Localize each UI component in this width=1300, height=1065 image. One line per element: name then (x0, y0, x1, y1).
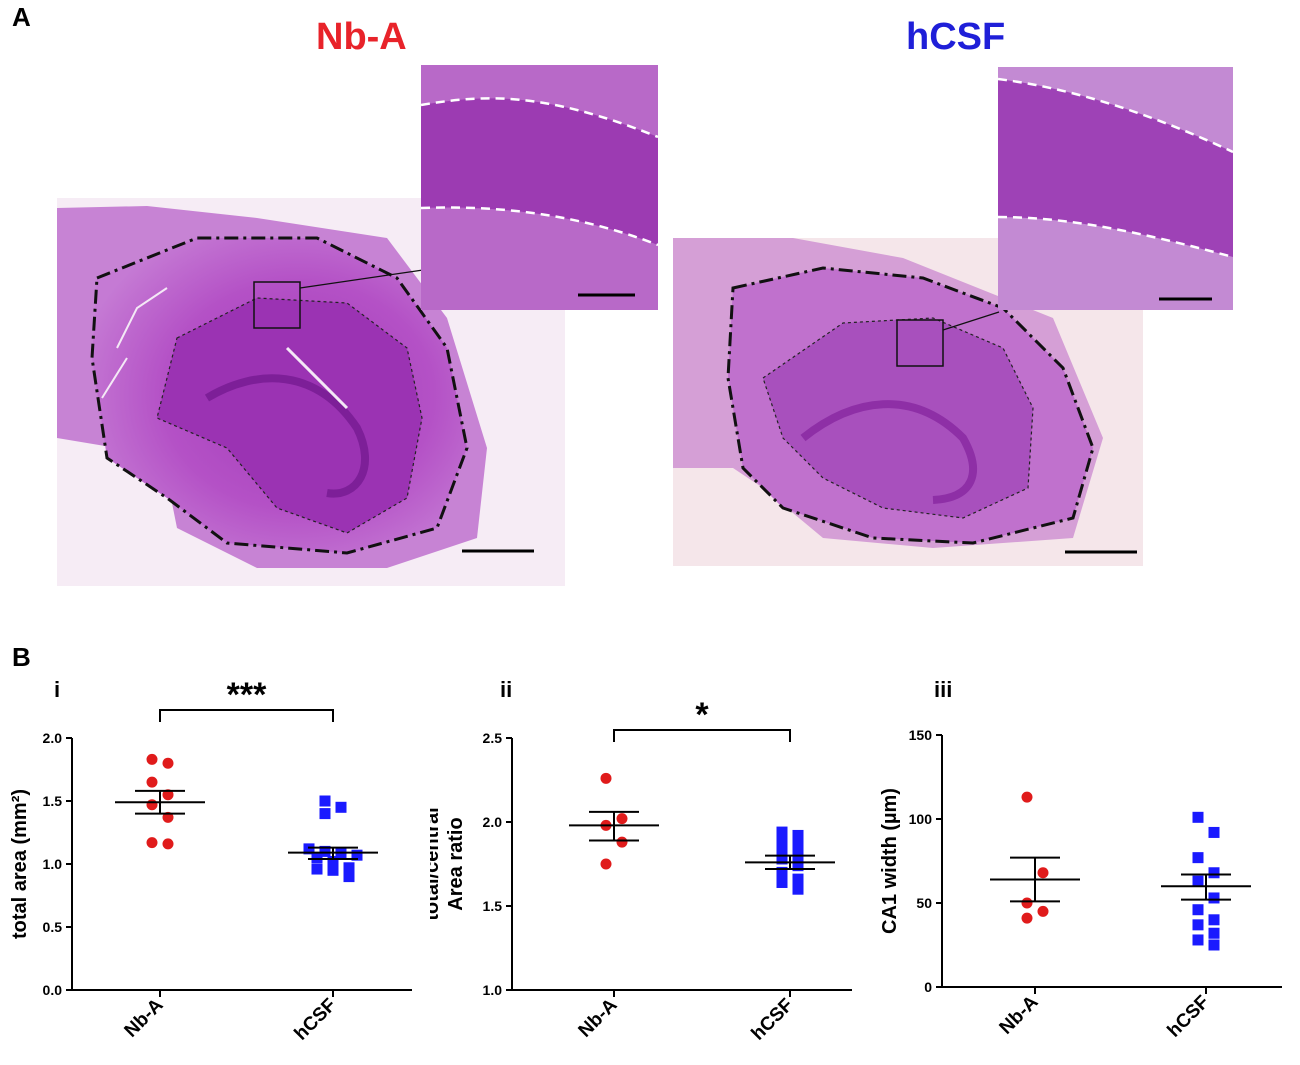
data-point (776, 876, 788, 888)
chart-area-ratio: 1.0 1.5 2.0 2.5 Nb-A hCSF total/central Area ra… (430, 696, 852, 1045)
y-tick-label: 1.0 (43, 856, 63, 872)
significance-label: * (695, 696, 709, 734)
data-point (146, 776, 158, 788)
y-tick-label: 150 (909, 727, 933, 743)
data-point (1037, 905, 1049, 917)
data-point (1021, 791, 1033, 803)
data-point (1208, 914, 1220, 926)
y-tick-label: 0 (924, 979, 932, 995)
y-axis-label: CA1 width (µm) (879, 788, 901, 934)
data-point (319, 795, 331, 807)
x-tick-label: hCSF (1164, 992, 1214, 1042)
chart-total-area: 0.0 0.5 1.0 1.5 2.0 Nb-A hCSF total area (mm²) *… (9, 676, 412, 1045)
nba-inset-image (421, 65, 658, 310)
data-point (1192, 934, 1204, 946)
data-point (335, 801, 347, 813)
data-point (600, 772, 612, 784)
data-point (1208, 892, 1220, 904)
y-axis-label: total/central Area ratio (430, 807, 467, 920)
y-tick-label: 50 (916, 895, 932, 911)
panel-b-label: B (12, 642, 31, 672)
data-point (146, 799, 158, 811)
y-tick-label: 0.0 (43, 982, 63, 998)
data-point (319, 845, 331, 857)
data-point (327, 855, 339, 867)
data-point (792, 873, 804, 885)
data-point (1208, 939, 1220, 951)
y-tick-label: 100 (909, 811, 933, 827)
data-point (616, 836, 628, 848)
data-point (1037, 867, 1049, 879)
data-point (776, 836, 788, 848)
data-point (1021, 897, 1033, 909)
chart-i-label: i (54, 677, 61, 702)
data-point (343, 862, 355, 874)
y-tick-label: 2.5 (483, 730, 503, 746)
nba-title: Nb-A (316, 16, 407, 58)
data-point (776, 866, 788, 878)
hcsf-title: hCSF (906, 16, 1006, 58)
data-point (162, 838, 174, 850)
data-point (303, 843, 315, 855)
data-point (311, 852, 323, 864)
data-point (776, 853, 788, 865)
data-point (792, 829, 804, 841)
data-point (1192, 875, 1204, 887)
data-point (146, 837, 158, 849)
y-tick-label: 1.5 (43, 793, 63, 809)
significance-label: *** (227, 676, 267, 714)
data-point (311, 863, 323, 875)
data-point (600, 858, 612, 870)
x-tick-label: hCSF (748, 995, 798, 1045)
y-axis-label-line: CA1 width (µm) (879, 788, 901, 934)
data-point (146, 753, 158, 765)
y-axis-label-line: total/central (430, 807, 443, 920)
data-point (335, 848, 347, 860)
data-point (776, 845, 788, 857)
data-point (327, 864, 339, 876)
data-point (792, 860, 804, 872)
x-tick-label: hCSF (291, 995, 341, 1045)
data-point (1208, 826, 1220, 838)
data-point (792, 883, 804, 895)
data-point (616, 813, 628, 825)
x-tick-label: Nb-A (121, 994, 168, 1041)
significance-bracket (613, 729, 791, 742)
data-point (162, 789, 174, 801)
data-point (1208, 927, 1220, 939)
y-axis-label: total area (mm²) (9, 789, 31, 939)
data-point (1192, 904, 1204, 916)
data-point (792, 840, 804, 852)
data-point (319, 808, 331, 820)
y-axis-label-line: Area ratio (445, 817, 467, 910)
x-tick-label: Nb-A (575, 994, 622, 1041)
data-point (343, 871, 355, 883)
data-point (1208, 867, 1220, 879)
y-tick-label: 1.5 (483, 898, 503, 914)
significance-bracket (159, 709, 334, 722)
x-tick-label: Nb-A (996, 991, 1043, 1038)
data-point (162, 811, 174, 823)
y-tick-label: 1.0 (483, 982, 503, 998)
data-point (1192, 919, 1204, 931)
data-point (1192, 852, 1204, 864)
hcsf-inset-image (998, 67, 1233, 310)
y-tick-label: 2.0 (483, 814, 503, 830)
chart-ca1-width: 0 50 100 150 Nb-A hCSF CA1 width (µm) (879, 727, 1282, 1042)
data-point (1021, 912, 1033, 924)
data-point (351, 849, 363, 861)
data-point (162, 757, 174, 769)
y-axis-label-line: total area (mm²) (9, 789, 31, 939)
data-point (1192, 811, 1204, 823)
data-point (776, 826, 788, 838)
chart-ii-label: ii (500, 677, 513, 702)
panel-a-label: A (12, 2, 31, 32)
chart-iii-label: iii (934, 677, 953, 702)
y-tick-label: 2.0 (43, 730, 63, 746)
y-tick-label: 0.5 (43, 919, 63, 935)
